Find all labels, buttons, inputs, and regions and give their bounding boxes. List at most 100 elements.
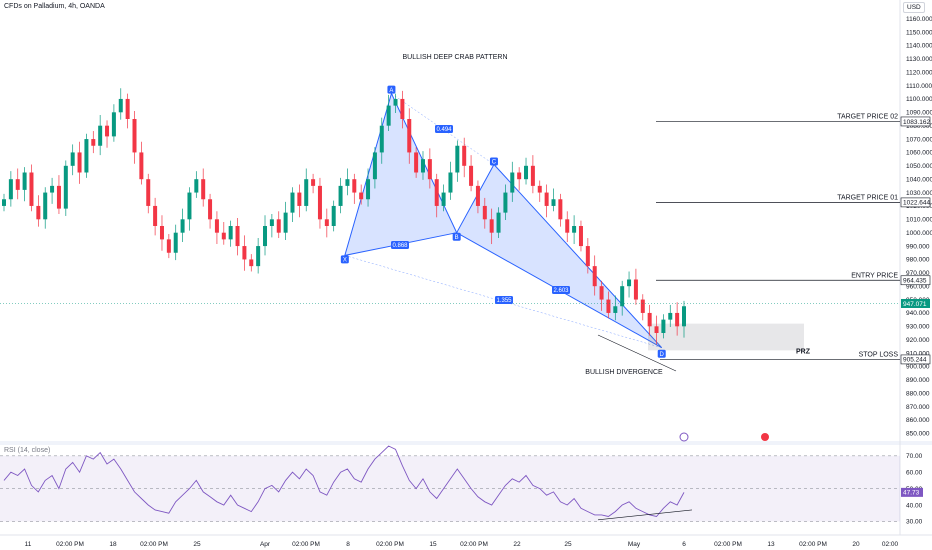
candle-body bbox=[620, 286, 625, 307]
ratio-value: 0.494 bbox=[436, 127, 452, 133]
candle-body bbox=[180, 219, 185, 233]
divergence-label: BULLISH DIVERGENCE bbox=[585, 369, 663, 376]
pattern-point-c bbox=[489, 157, 498, 166]
price-tick-label: 880.000 bbox=[906, 390, 930, 397]
candle-body bbox=[283, 212, 288, 233]
level-price-value: 1083.162 bbox=[903, 119, 930, 126]
rsi-tick-label: 30.00 bbox=[906, 519, 923, 526]
level-price-tag bbox=[900, 197, 931, 208]
ratio-tag bbox=[495, 296, 513, 304]
price-tick-label: 1000.000 bbox=[906, 230, 932, 237]
price-tick-label: 1160.000 bbox=[906, 16, 932, 23]
candle-body bbox=[647, 312, 652, 327]
price-tick-label: 1070.000 bbox=[906, 136, 932, 143]
candle-body bbox=[654, 326, 659, 333]
candle-body bbox=[434, 179, 439, 206]
candle-body bbox=[146, 179, 151, 206]
price-tick-label: 900.000 bbox=[906, 364, 930, 371]
candle-body bbox=[105, 125, 110, 137]
level-price-tag bbox=[900, 116, 931, 127]
price-tick-label: 930.000 bbox=[906, 324, 930, 331]
level-price-value: 905.244 bbox=[903, 357, 927, 364]
price-tick-label: 1110.000 bbox=[906, 83, 932, 90]
candle-body bbox=[565, 219, 570, 233]
price-tick-label: 1060.000 bbox=[906, 150, 932, 157]
candle-body bbox=[462, 145, 467, 166]
candle-body bbox=[524, 165, 529, 180]
pattern-point-label: D bbox=[660, 352, 665, 358]
currency-button[interactable]: USD bbox=[903, 2, 925, 13]
time-tick-label: 6 bbox=[682, 541, 686, 548]
candle-body bbox=[208, 199, 213, 220]
time-tick-label: 02:00 PM bbox=[714, 541, 742, 548]
rsi-current-tag bbox=[901, 487, 923, 497]
candle-body bbox=[366, 179, 371, 200]
time-tick-label: 25 bbox=[564, 541, 572, 548]
candle-body bbox=[311, 179, 316, 186]
time-tick-label: 18 bbox=[109, 541, 117, 548]
rsi-current-value: 47.73 bbox=[903, 490, 920, 497]
current-price-value: 947.071 bbox=[903, 301, 927, 308]
price-tick-label: 860.000 bbox=[906, 417, 930, 424]
candle-body bbox=[187, 192, 192, 220]
level-price-value: 1022.644 bbox=[903, 200, 930, 207]
price-tick-label: 1040.000 bbox=[906, 176, 932, 183]
candle-body bbox=[50, 185, 55, 193]
candle-body bbox=[530, 165, 535, 186]
candle-body bbox=[544, 192, 549, 206]
candle-body bbox=[517, 172, 522, 180]
time-tick-label: 20 bbox=[852, 541, 860, 548]
time-tick-label: 02:00 PM bbox=[56, 541, 84, 548]
pattern-point-d bbox=[657, 349, 666, 358]
candle-body bbox=[256, 246, 261, 267]
rsi-line bbox=[3, 445, 685, 518]
pattern-ac bbox=[391, 93, 495, 165]
price-tick-label: 1130.000 bbox=[906, 56, 932, 63]
candle-body bbox=[599, 286, 604, 300]
candle-body bbox=[345, 179, 350, 186]
candle-body bbox=[640, 299, 645, 313]
candle-body bbox=[159, 226, 164, 240]
candle-body bbox=[263, 226, 268, 247]
candle-body bbox=[77, 152, 82, 173]
candle-body bbox=[469, 165, 474, 186]
candle-body bbox=[249, 259, 254, 267]
candle-body bbox=[214, 219, 219, 233]
price-tick-label: 1010.000 bbox=[906, 217, 932, 224]
candle-body bbox=[441, 192, 446, 206]
pattern-point-x bbox=[340, 255, 349, 264]
candle-body bbox=[489, 219, 494, 233]
candle-body bbox=[386, 105, 391, 126]
price-tick-label: 960.000 bbox=[906, 283, 930, 290]
candle-body bbox=[551, 199, 556, 206]
candle-body bbox=[627, 279, 632, 287]
price-tick-label: 1080.000 bbox=[906, 123, 932, 130]
candle-body bbox=[56, 185, 61, 209]
time-tick-label: 02:00 PM bbox=[292, 541, 320, 548]
time-tick-label: 8 bbox=[346, 541, 350, 548]
candle-body bbox=[29, 172, 34, 206]
rsi-legend: RSI (14, close) bbox=[4, 447, 51, 454]
event-icon bbox=[679, 432, 689, 442]
pattern-point-label: B bbox=[455, 235, 459, 241]
time-tick-label: 11 bbox=[25, 541, 32, 548]
time-tick-label: 15 bbox=[429, 541, 437, 548]
candle-body bbox=[379, 125, 384, 153]
candle-body bbox=[338, 185, 343, 206]
level-price-tag bbox=[900, 275, 931, 286]
candle-body bbox=[592, 266, 597, 287]
candle-body bbox=[84, 139, 89, 173]
candle-body bbox=[15, 179, 20, 190]
candle-body bbox=[510, 172, 515, 193]
candle-body bbox=[139, 152, 144, 180]
candle-body bbox=[276, 219, 281, 233]
candle-body bbox=[372, 152, 377, 180]
ratio-tag bbox=[391, 241, 409, 249]
pattern-point-label: X bbox=[343, 258, 347, 264]
candle-body bbox=[475, 185, 480, 206]
candle-body bbox=[675, 312, 680, 327]
candle-body bbox=[221, 232, 226, 240]
candle-body bbox=[558, 199, 563, 220]
price-tick-label: 920.000 bbox=[906, 337, 930, 344]
